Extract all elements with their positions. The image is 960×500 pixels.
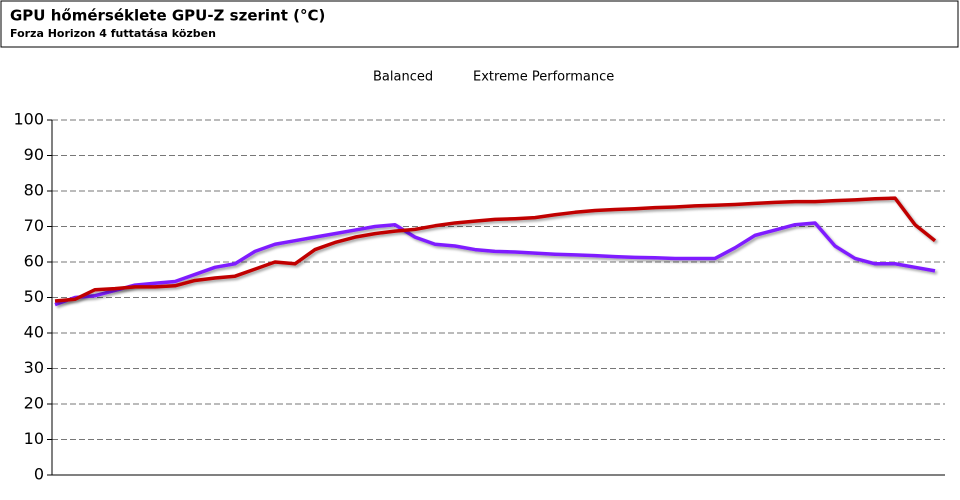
series-line	[54, 196, 937, 303]
legend: Balanced Extreme Performance	[345, 70, 614, 85]
y-tick-label: 20	[24, 394, 44, 413]
y-tick-label: 30	[24, 358, 44, 377]
legend-label: Balanced	[373, 70, 433, 85]
chart-title: GPU hőmérséklete GPU-Z szerint (°C)	[10, 7, 325, 25]
y-tick-label: 10	[24, 429, 44, 448]
legend-label: Extreme Performance	[473, 70, 614, 85]
y-tick-label: 60	[24, 252, 44, 271]
y-tick-label: 80	[24, 181, 44, 200]
y-tick-label: 70	[24, 216, 44, 235]
chart-subtitle: Forza Horizon 4 futtatása közben	[10, 27, 216, 40]
y-tick-label: 0	[34, 465, 44, 484]
series-line	[54, 221, 936, 307]
title-box	[0, 0, 959, 48]
y-tick-label: 50	[24, 287, 44, 306]
y-tick-label: 40	[24, 323, 44, 342]
y-tick-label: 100	[13, 110, 44, 129]
y-tick-label: 90	[24, 145, 44, 164]
